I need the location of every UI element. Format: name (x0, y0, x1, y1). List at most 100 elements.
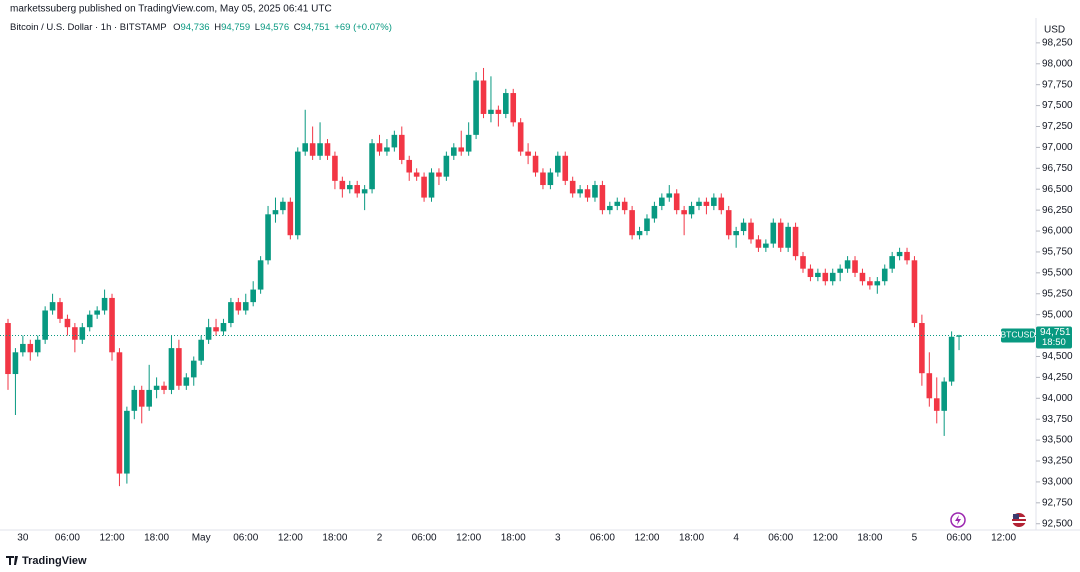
candle-body (844, 260, 851, 269)
candle-body (458, 147, 465, 152)
candle-body (183, 377, 190, 386)
candle-body (346, 185, 353, 190)
candle-body (696, 201, 702, 206)
x-tick-label: 12:00 (278, 533, 303, 544)
candle-body (428, 172, 435, 198)
candle-body (919, 323, 925, 374)
candle-body (748, 222, 754, 240)
y-tick-label: 96,250 (1042, 205, 1073, 216)
candle-body (465, 134, 472, 152)
candle-body (651, 205, 658, 219)
x-tick-label: 06:00 (768, 533, 793, 544)
y-tick-label: 95,500 (1042, 267, 1073, 278)
candle-body (398, 134, 405, 160)
candle-body (555, 155, 561, 173)
y-tick-label: 95,750 (1042, 247, 1073, 258)
candle-body (213, 327, 219, 332)
candle-body (733, 231, 739, 236)
candle-body (280, 201, 286, 211)
candle-body (948, 336, 955, 382)
candle-body (867, 281, 873, 286)
x-tick-label: 12:00 (813, 533, 838, 544)
candle-body (859, 272, 866, 282)
price-tag-countdown: 18:50 (1042, 337, 1066, 348)
x-tick-label: 18:00 (144, 533, 169, 544)
candle-body (49, 302, 56, 311)
candle-body (324, 143, 331, 156)
candle-body (34, 339, 41, 353)
candle-body (131, 389, 138, 411)
candle-body (673, 193, 680, 211)
candle-body (376, 143, 383, 152)
y-tick-label: 97,500 (1042, 100, 1073, 111)
candle-body (688, 205, 695, 215)
x-tick-label: 12:00 (991, 533, 1016, 544)
candle-body (265, 214, 271, 261)
candle-body (547, 172, 554, 186)
x-tick-label: 06:00 (55, 533, 80, 544)
candle-body (294, 151, 301, 236)
flag-stripe (1012, 521, 1026, 523)
candle-body (12, 352, 19, 375)
candle-body (659, 197, 665, 206)
candle-body (451, 147, 457, 156)
candle-body (42, 310, 48, 340)
legend-value: 94,736 (180, 22, 209, 33)
x-tick-label: 06:00 (412, 533, 437, 544)
candle-body (881, 268, 888, 282)
candle-body (941, 381, 947, 411)
candle-body (525, 151, 531, 156)
candle-body (94, 310, 100, 315)
candle-body (272, 210, 279, 215)
candle-body (629, 210, 635, 236)
candle-body (317, 143, 323, 156)
candle-body (904, 251, 910, 261)
candle-body (815, 272, 821, 278)
y-tick-label: 93,250 (1042, 456, 1073, 467)
candle-body (488, 109, 494, 114)
x-tick-label: 4 (733, 533, 739, 544)
candle-body (406, 159, 413, 173)
candle-body (198, 339, 204, 361)
y-tick-label: 97,250 (1042, 121, 1073, 132)
x-tick-label: 12:00 (456, 533, 481, 544)
candle-body (621, 201, 628, 211)
y-tick-label: 93,500 (1042, 435, 1073, 446)
candle-body (480, 80, 487, 114)
y-tick-label: 97,750 (1042, 79, 1073, 90)
candle-body (755, 239, 762, 248)
candle-body (711, 197, 717, 206)
candle-body (473, 80, 479, 135)
candle-body (911, 260, 918, 324)
y-tick-label: 96,750 (1042, 163, 1073, 174)
candle-body (228, 302, 234, 324)
candle-body (339, 180, 346, 190)
candle-body (763, 243, 769, 248)
currency: USD (1044, 25, 1065, 36)
candle-body (770, 222, 777, 244)
candle-body (956, 335, 962, 337)
candle-body (852, 260, 858, 273)
candle-body (309, 143, 316, 156)
candle-body (777, 222, 784, 248)
candle-body (176, 348, 182, 386)
candle-body (740, 222, 747, 232)
candle-body (703, 201, 710, 206)
candle-body (384, 147, 390, 152)
candle-body (235, 302, 242, 311)
candle-body (287, 201, 294, 236)
candle-body (443, 155, 450, 177)
candle-body (5, 323, 11, 375)
y-tick-label: 93,000 (1042, 477, 1073, 488)
candle-body (79, 327, 86, 340)
candle-body (20, 343, 26, 353)
candle-body (153, 385, 160, 390)
candle-body (101, 297, 108, 311)
x-tick-label: 18:00 (322, 533, 347, 544)
candle-body (584, 189, 591, 198)
candle-body (540, 172, 546, 186)
candle-body (138, 389, 145, 407)
candle-body (302, 143, 308, 152)
